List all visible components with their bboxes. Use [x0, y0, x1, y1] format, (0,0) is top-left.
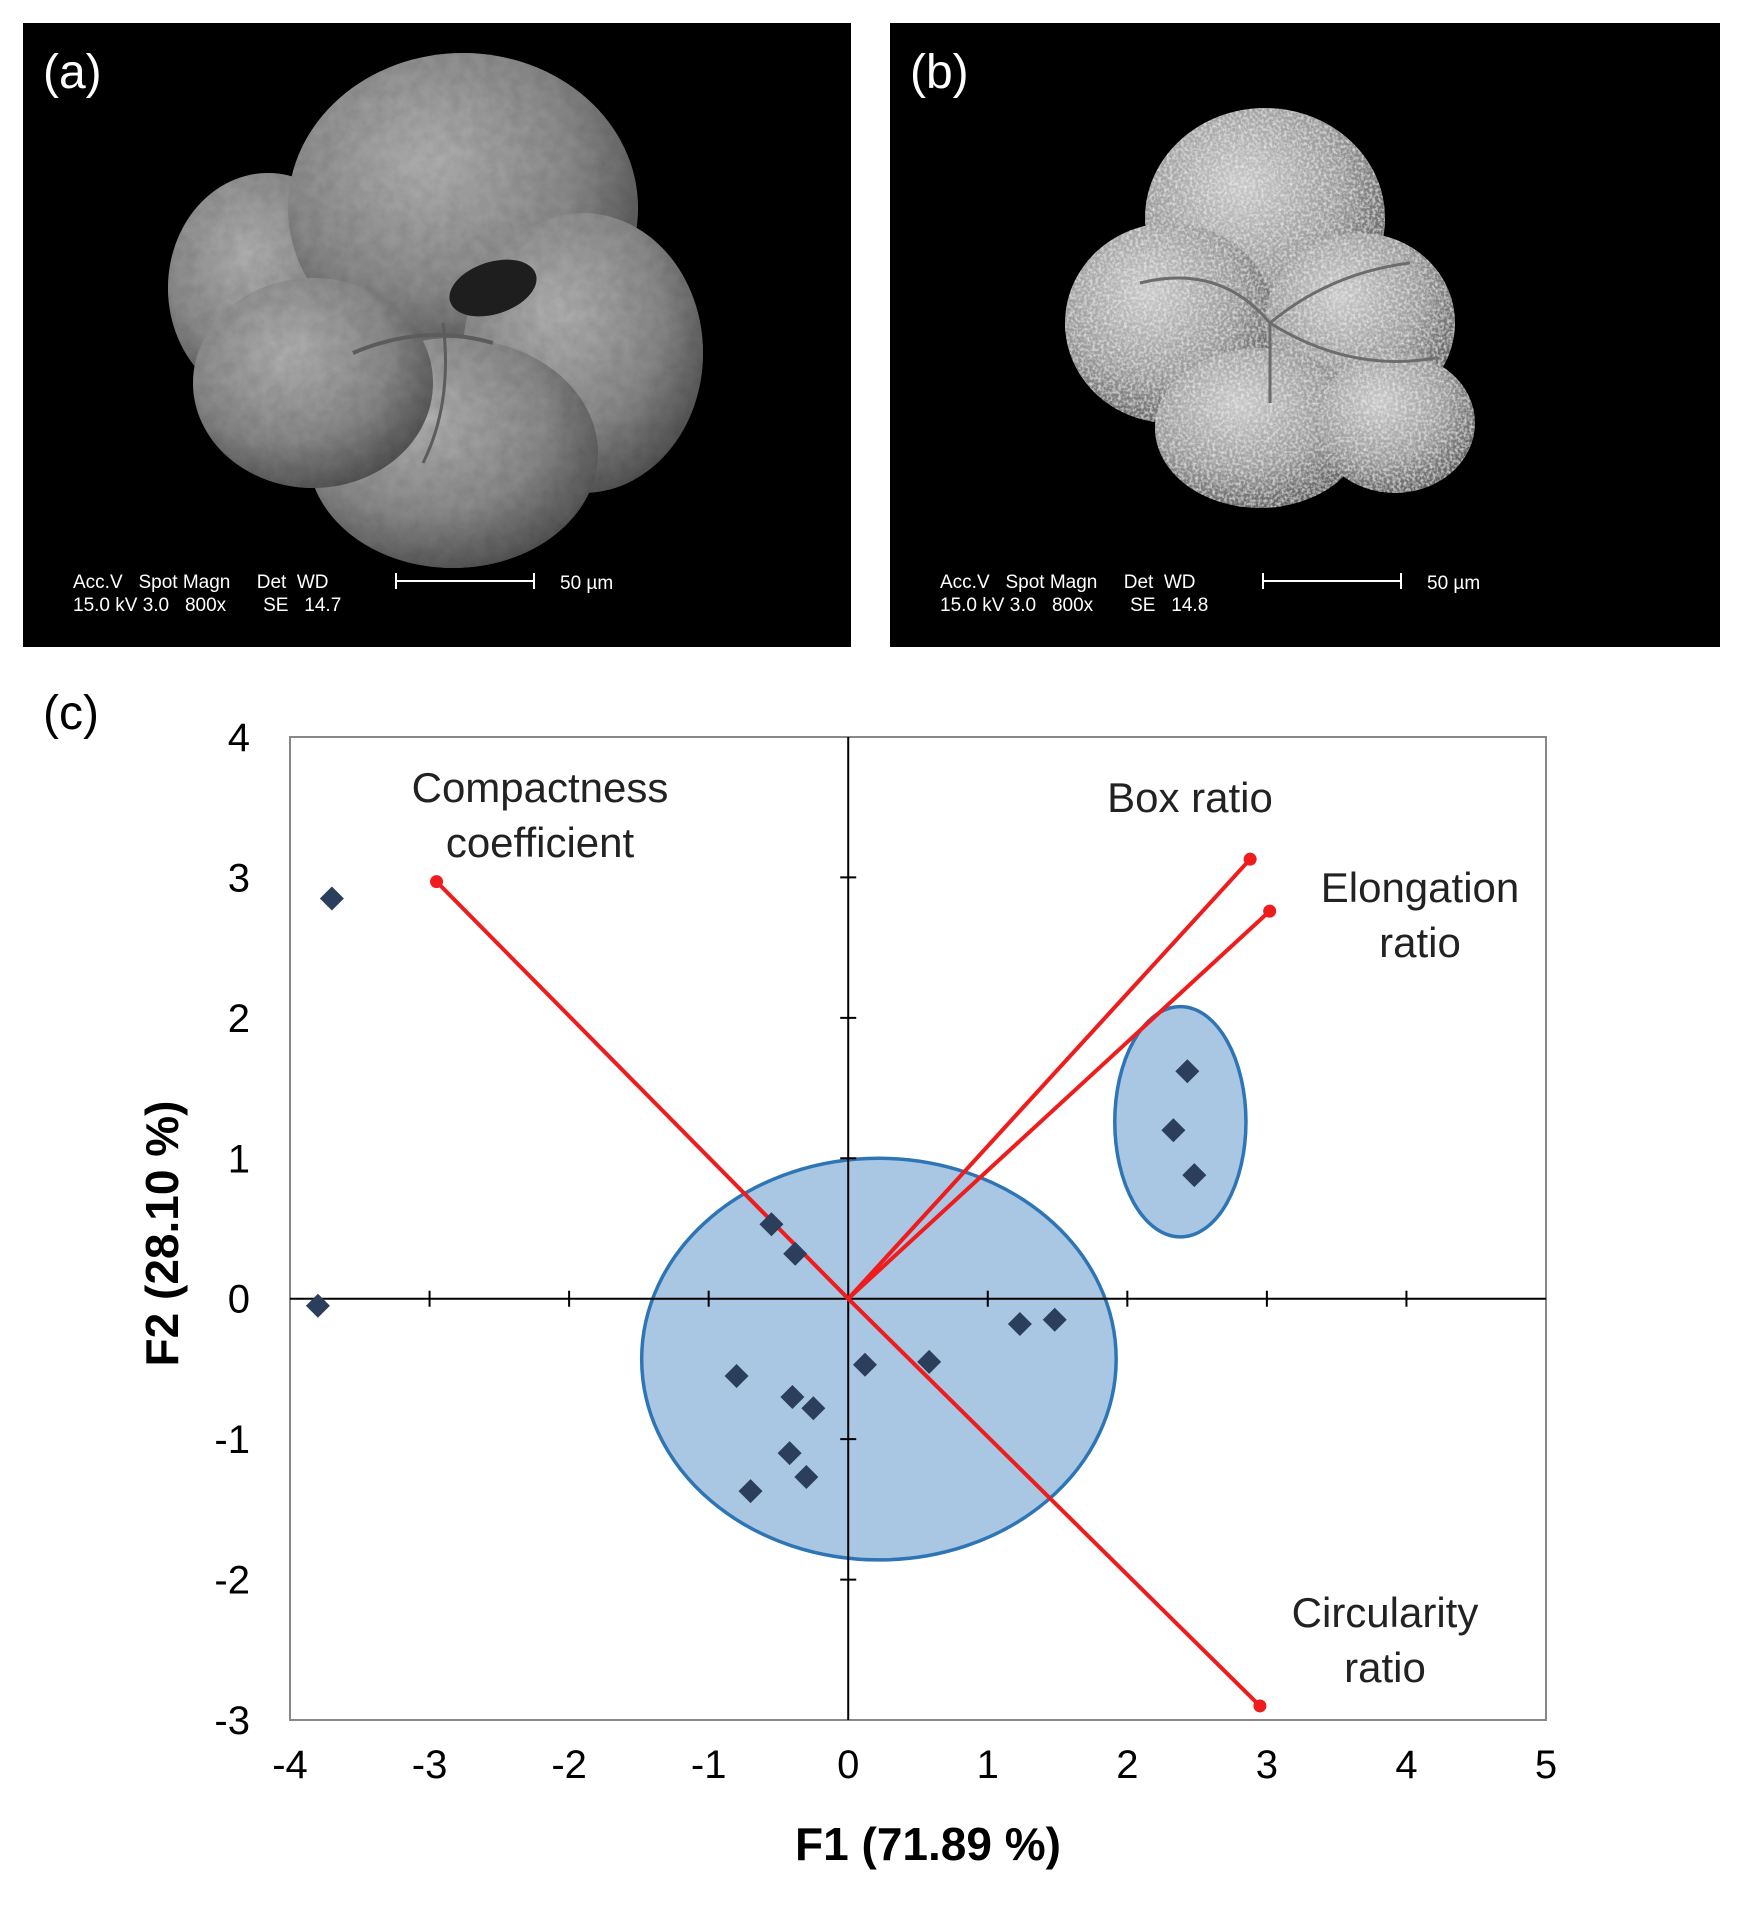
- pca-biplot: -4 -3 -2 -1 0 1 2 3 4 5 -3 -2 -1 0 1 2 3 4 F1 (71.89 %) F2 …: [136, 716, 1557, 1870]
- data-point-11: [917, 1349, 942, 1374]
- sem-info-line1-a: Acc.V Spot Magn Det WD: [73, 572, 329, 593]
- data-point-4: [724, 1363, 749, 1388]
- scale-text-b: 50 µm: [1427, 573, 1481, 594]
- ticks: [428, 876, 1408, 1581]
- x-axis-title: F1 (71.89 %): [795, 1818, 1061, 1870]
- vector-label-1-0: Box ratio: [1107, 774, 1273, 821]
- vector-endpoint-0: [430, 875, 444, 889]
- x-tick-label-2: 2: [1116, 1743, 1138, 1787]
- y-tick-label-4: 4: [228, 716, 250, 760]
- sem-info-line2-a: 15.0 kV 3.0 800x SE 14.7: [73, 595, 342, 616]
- data-point-2: [759, 1212, 784, 1237]
- x-tick-label--1: -1: [691, 1743, 727, 1787]
- data-point-3: [783, 1241, 808, 1266]
- data-point-12: [1007, 1311, 1032, 1336]
- data-point-13: [1042, 1307, 1067, 1332]
- variable-vectors: [430, 852, 1277, 1713]
- vector-label-3-0: Circularity: [1292, 1589, 1479, 1636]
- y-tick-label--2: -2: [214, 1559, 250, 1603]
- data-point-10: [852, 1352, 877, 1377]
- data-point-8: [794, 1465, 819, 1490]
- sem-image-b: (b) Acc.V Spot Magn Det WD 15.0 kV 3.0 8…: [890, 23, 1720, 647]
- x-tick-label-1: 1: [977, 1743, 999, 1787]
- x-tick-label-3: 3: [1256, 1743, 1278, 1787]
- vector-label-0-1: coefficient: [446, 819, 635, 866]
- labels: -4 -3 -2 -1 0 1 2 3 4 5 -3 -2 -1 0 1 2 3 4 F1 (71.89 %) F2 …: [136, 716, 1557, 1870]
- x-tick-label-5: 5: [1535, 1743, 1557, 1787]
- sem-info-line1-b: Acc.V Spot Magn Det WD: [940, 572, 1196, 593]
- y-tick-label--1: -1: [214, 1418, 250, 1462]
- x-tick-label-0: 0: [837, 1743, 859, 1787]
- scale-bar-b: [1262, 573, 1402, 589]
- x-tick-label--4: -4: [272, 1743, 308, 1787]
- vector-line-0: [435, 880, 850, 1301]
- y-tick-label-0: 0: [228, 1278, 250, 1322]
- vector-label-2-0: Elongation: [1321, 864, 1520, 911]
- x-tick-label--2: -2: [551, 1743, 587, 1787]
- data-point-6: [801, 1396, 826, 1421]
- scale-bar-a: [395, 573, 535, 589]
- data-point-16: [1182, 1163, 1207, 1188]
- vector-endpoint-1: [1243, 852, 1257, 866]
- panel-label-c: (c): [43, 687, 99, 740]
- y-tick-label-3: 3: [228, 856, 250, 900]
- group-ellipse-1: [1113, 1004, 1248, 1239]
- vector-label-2-1: ratio: [1379, 919, 1461, 966]
- vector-label-0-0: Compactness: [412, 764, 669, 811]
- plot-frame: [289, 736, 1547, 1721]
- panel-label-a: (a): [43, 46, 102, 99]
- y-tick-label--3: -3: [214, 1699, 250, 1743]
- vector-endpoint-3: [1253, 1699, 1267, 1713]
- vector-label-3-1: ratio: [1344, 1644, 1426, 1691]
- zero-axes: [290, 737, 1546, 1720]
- data-point-9: [738, 1479, 763, 1504]
- y-tick-label-1: 1: [228, 1137, 250, 1181]
- data-point-1: [305, 1293, 330, 1318]
- foraminifera-shell-b: [1065, 108, 1475, 508]
- data-point-7: [777, 1441, 802, 1466]
- observations: [305, 886, 1207, 1504]
- y-axis-title: F2 (28.10 %): [136, 1101, 188, 1367]
- data-point-14: [1175, 1059, 1200, 1084]
- vector-line-1: [846, 857, 1252, 1301]
- plot-border: [289, 736, 1547, 1721]
- data-point-0: [319, 886, 344, 911]
- x-tick-label--3: -3: [412, 1743, 448, 1787]
- x-tick-label-4: 4: [1395, 1743, 1417, 1787]
- group-ellipse-0: [639, 1156, 1118, 1562]
- y-tick-label-2: 2: [228, 997, 250, 1041]
- ellipses: [639, 1004, 1248, 1562]
- sem-image-a: (a) Acc.V Spot Magn Det WD 15.0 kV 3.0 8…: [23, 23, 851, 647]
- data-point-5: [780, 1385, 805, 1410]
- sem-info-line2-b: 15.0 kV 3.0 800x SE 14.8: [940, 595, 1209, 616]
- foraminifera-shell-a: [168, 53, 703, 568]
- vector-line-2: [846, 909, 1272, 1301]
- vector-endpoint-2: [1263, 904, 1277, 918]
- vector-line-3: [846, 1297, 1262, 1708]
- panel-label-b: (b): [910, 46, 969, 99]
- data-point-15: [1161, 1118, 1186, 1143]
- scale-text-a: 50 µm: [560, 573, 614, 594]
